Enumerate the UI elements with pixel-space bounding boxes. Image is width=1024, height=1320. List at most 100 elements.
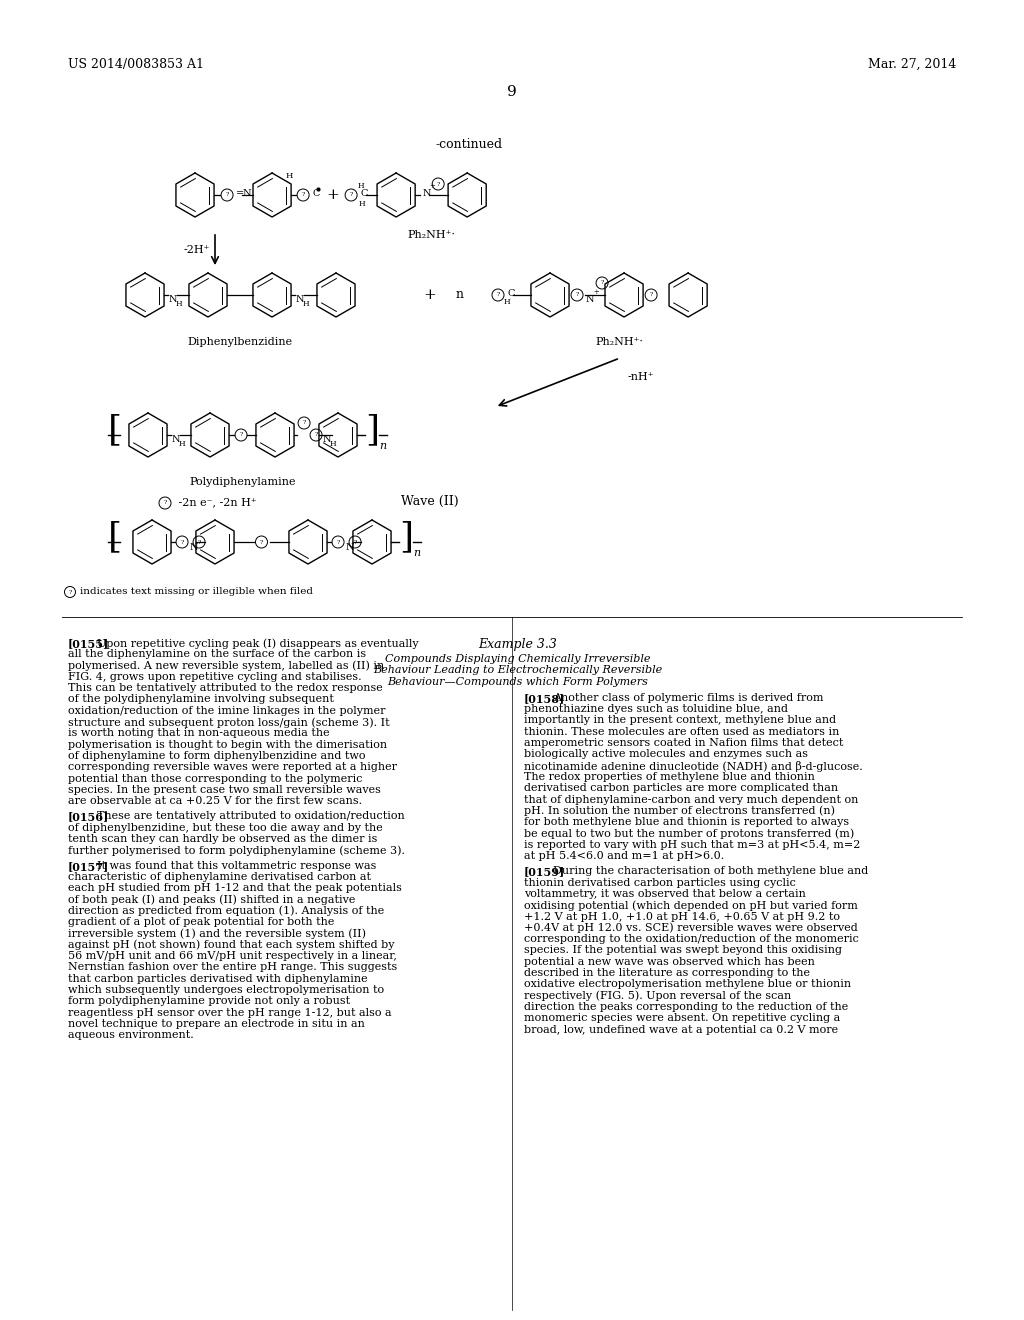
Text: biologically active molecules and enzymes such as: biologically active molecules and enzyme…: [524, 750, 808, 759]
Text: described in the literature as corresponding to the: described in the literature as correspon…: [524, 968, 810, 978]
Text: pH. In solution the number of electrons transferred (n): pH. In solution the number of electrons …: [524, 807, 835, 817]
Text: +: +: [424, 288, 436, 302]
Text: oxidative electropolymerisation methylene blue or thionin: oxidative electropolymerisation methylen…: [524, 979, 851, 990]
Text: that carbon particles derivatised with diphenylamine: that carbon particles derivatised with d…: [68, 974, 368, 983]
Text: ?: ?: [163, 500, 167, 506]
Text: that of diphenylamine-carbon and very much dependent on: that of diphenylamine-carbon and very mu…: [524, 795, 858, 805]
Text: polymerised. A new reversible system, labelled as (II) in: polymerised. A new reversible system, la…: [68, 660, 384, 671]
Text: ]: ]: [365, 413, 379, 447]
Text: potential a new wave was observed which has been: potential a new wave was observed which …: [524, 957, 815, 966]
Text: for both methylene blue and thionin is reported to always: for both methylene blue and thionin is r…: [524, 817, 849, 828]
Text: FIG. 4, grows upon repetitive cycling and stabilises.: FIG. 4, grows upon repetitive cycling an…: [68, 672, 361, 682]
Text: Example 3.3: Example 3.3: [478, 638, 557, 651]
Text: N: N: [323, 436, 332, 445]
Text: The redox properties of methylene blue and thionin: The redox properties of methylene blue a…: [524, 772, 815, 781]
Text: ?: ?: [69, 590, 72, 594]
Text: Ph₂NH⁺·: Ph₂NH⁺·: [595, 337, 643, 347]
Text: -nH⁺: -nH⁺: [628, 372, 654, 383]
Text: Diphenylbenzidine: Diphenylbenzidine: [187, 337, 293, 347]
Text: tenth scan they can hardly be observed as the dimer is: tenth scan they can hardly be observed a…: [68, 834, 378, 843]
Text: n: n: [456, 289, 464, 301]
Text: ?: ?: [225, 193, 228, 198]
Text: voltammetry, it was observed that below a certain: voltammetry, it was observed that below …: [524, 888, 806, 899]
Text: ?: ?: [198, 540, 201, 544]
Text: ?: ?: [575, 293, 579, 297]
Text: +1.2 V at pH 1.0, +1.0 at pH 14.6, +0.65 V at pH 9.2 to: +1.2 V at pH 1.0, +1.0 at pH 14.6, +0.65…: [524, 912, 840, 921]
Text: further polymerised to form polydiphenylamine (scheme 3).: further polymerised to form polydiphenyl…: [68, 845, 406, 855]
Text: direction the peaks corresponding to the reduction of the: direction the peaks corresponding to the…: [524, 1002, 848, 1012]
Text: N: N: [172, 436, 180, 445]
Text: ?: ?: [336, 540, 340, 544]
Text: which subsequently undergoes electropolymerisation to: which subsequently undergoes electropoly…: [68, 985, 384, 995]
Text: H: H: [179, 440, 185, 447]
Text: -2H⁺: -2H⁺: [183, 246, 210, 255]
Text: N: N: [586, 296, 595, 305]
Text: of diphenylbenzidine, but these too die away and by the: of diphenylbenzidine, but these too die …: [68, 822, 383, 833]
Text: of the polydiphenylamine involving subsequent: of the polydiphenylamine involving subse…: [68, 694, 334, 705]
Text: of diphenylamine to form diphenylbenzidine and two: of diphenylamine to form diphenylbenzidi…: [68, 751, 366, 762]
Text: [0158]: [0158]: [524, 693, 565, 704]
Text: ?: ?: [649, 293, 652, 297]
Text: H: H: [358, 201, 365, 209]
Text: is worth noting that in non-aqueous media the: is worth noting that in non-aqueous medi…: [68, 729, 330, 738]
Text: [: [: [108, 413, 122, 447]
Text: -continued: -continued: [435, 139, 502, 150]
Text: oxidising potential (which depended on pH but varied form: oxidising potential (which depended on p…: [524, 900, 858, 911]
Text: H: H: [176, 300, 182, 308]
Text: N: N: [346, 543, 354, 552]
Text: monomeric species were absent. On repetitive cycling a: monomeric species were absent. On repeti…: [524, 1014, 841, 1023]
Text: ?: ?: [302, 421, 306, 425]
Text: US 2014/0083853 A1: US 2014/0083853 A1: [68, 58, 204, 71]
Text: 9: 9: [507, 84, 517, 99]
Text: C: C: [312, 190, 319, 198]
Text: corresponding to the oxidation/reduction of the monomeric: corresponding to the oxidation/reduction…: [524, 935, 859, 944]
Text: C: C: [360, 190, 368, 198]
Text: ?: ?: [436, 181, 440, 186]
Text: against pH (not shown) found that each system shifted by: against pH (not shown) found that each s…: [68, 940, 394, 950]
Text: [0155]: [0155]: [68, 638, 110, 649]
Text: species. In the present case two small reversible waves: species. In the present case two small r…: [68, 785, 381, 795]
Text: characteristic of diphenylamine derivatised carbon at: characteristic of diphenylamine derivati…: [68, 873, 371, 882]
Text: nicotinamide adenine dinucleotide (NADH) and β-d-glucose.: nicotinamide adenine dinucleotide (NADH)…: [524, 760, 863, 772]
Text: aqueous environment.: aqueous environment.: [68, 1030, 194, 1040]
Text: It was found that this voltammetric response was: It was found that this voltammetric resp…: [97, 861, 377, 871]
Text: Another class of polymeric films is derived from: Another class of polymeric films is deri…: [553, 693, 823, 702]
Text: N: N: [296, 296, 304, 305]
Text: direction as predicted from equation (1). Analysis of the: direction as predicted from equation (1)…: [68, 906, 384, 916]
Text: ?: ?: [314, 433, 317, 437]
Text: oxidation/reduction of the imine linkages in the polymer: oxidation/reduction of the imine linkage…: [68, 706, 385, 715]
Text: ?: ?: [301, 193, 305, 198]
Text: =N: =N: [237, 190, 253, 198]
Text: thionin. These molecules are often used as mediators in: thionin. These molecules are often used …: [524, 727, 840, 737]
Text: Behaviour Leading to Electrochemically Reversible: Behaviour Leading to Electrochemically R…: [374, 665, 663, 676]
Text: Mar. 27, 2014: Mar. 27, 2014: [867, 58, 956, 71]
Text: Polydiphenylamine: Polydiphenylamine: [189, 477, 296, 487]
Text: H: H: [303, 300, 309, 308]
Text: potential than those corresponding to the polymeric: potential than those corresponding to th…: [68, 774, 362, 784]
Text: all the diphenylamine on the surface of the carbon is: all the diphenylamine on the surface of …: [68, 649, 367, 659]
Text: Behaviour—Compounds which Form Polymers: Behaviour—Compounds which Form Polymers: [387, 677, 648, 686]
Text: H: H: [330, 440, 337, 447]
Text: H: H: [504, 298, 511, 306]
Text: +0.4V at pH 12.0 vs. SCE) reversible waves were observed: +0.4V at pH 12.0 vs. SCE) reversible wav…: [524, 923, 858, 933]
Text: ?: ?: [180, 540, 183, 544]
Text: +: +: [327, 187, 340, 202]
Text: Wave (II): Wave (II): [401, 495, 459, 508]
Text: Ph₂NH⁺·: Ph₂NH⁺·: [408, 230, 456, 240]
Text: Nernstian fashion over the entire pH range. This suggests: Nernstian fashion over the entire pH ran…: [68, 962, 397, 973]
Text: form polydiphenylamine provide not only a robust: form polydiphenylamine provide not only …: [68, 997, 350, 1006]
Text: N: N: [190, 543, 199, 552]
Text: Compounds Displaying Chemically Irreversible: Compounds Displaying Chemically Irrevers…: [385, 653, 650, 664]
Text: structure and subsequent proton loss/gain (scheme 3). It: structure and subsequent proton loss/gai…: [68, 717, 389, 727]
Text: [0159]: [0159]: [524, 866, 565, 878]
Text: ?: ?: [260, 540, 263, 544]
Text: +: +: [429, 182, 435, 190]
Text: +: +: [593, 288, 599, 296]
Text: gradient of a plot of peak potential for both the: gradient of a plot of peak potential for…: [68, 917, 335, 927]
Text: polymerisation is thought to begin with the dimerisation: polymerisation is thought to begin with …: [68, 739, 387, 750]
Text: irreversible system (1) and the reversible system (II): irreversible system (1) and the reversib…: [68, 928, 366, 939]
Text: N: N: [422, 190, 431, 198]
Text: H: H: [357, 182, 364, 190]
Text: [0157]: [0157]: [68, 861, 110, 871]
Text: ]: ]: [399, 520, 413, 554]
